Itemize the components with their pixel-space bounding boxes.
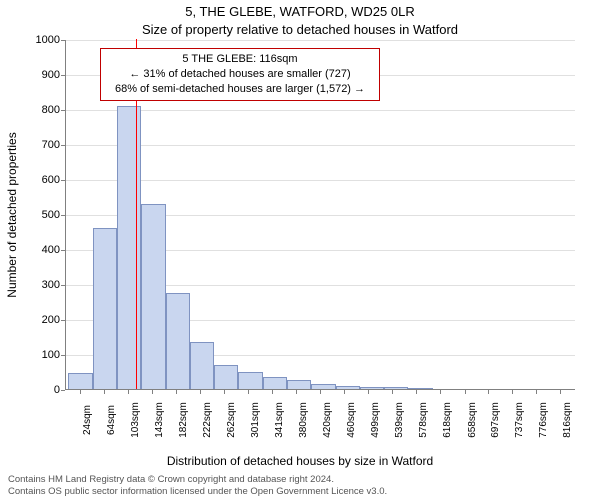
x-tick-label: 341sqm — [272, 402, 285, 438]
footer-text: Contains HM Land Registry data © Crown c… — [8, 474, 592, 498]
y-tick-mark — [61, 355, 65, 356]
gridline — [66, 180, 575, 181]
histogram-bar — [190, 342, 214, 389]
annotation-line3: 68% of semi-detached houses are larger (… — [107, 82, 373, 97]
histogram-bar — [263, 377, 287, 389]
histogram-bar — [166, 293, 190, 389]
histogram-bar — [336, 386, 360, 390]
y-tick-mark — [61, 320, 65, 321]
x-tick-label: 578sqm — [416, 402, 429, 438]
histogram-bar — [360, 387, 384, 389]
y-tick-label: 900 — [20, 69, 60, 81]
y-tick-label: 600 — [20, 174, 60, 186]
histogram-bar — [238, 372, 262, 390]
x-tick-label: 460sqm — [344, 402, 357, 438]
y-tick-mark — [61, 110, 65, 111]
x-tick-mark — [104, 390, 105, 394]
x-tick-mark — [320, 390, 321, 394]
y-tick-mark — [61, 180, 65, 181]
histogram-bar — [68, 373, 92, 389]
y-tick-mark — [61, 390, 65, 391]
y-tick-mark — [61, 75, 65, 76]
histogram-bar — [384, 387, 408, 389]
x-tick-label: 301sqm — [248, 402, 261, 438]
x-tick-label: 262sqm — [224, 402, 237, 438]
x-tick-mark — [200, 390, 201, 394]
x-tick-mark — [248, 390, 249, 394]
y-tick-mark — [61, 145, 65, 146]
title-line1: 5, THE GLEBE, WATFORD, WD25 0LR — [0, 4, 600, 19]
x-tick-label: 539sqm — [392, 402, 405, 438]
x-tick-mark — [440, 390, 441, 394]
histogram-bar — [287, 380, 311, 389]
x-tick-mark — [176, 390, 177, 394]
x-axis-label: Distribution of detached houses by size … — [0, 454, 600, 468]
x-tick-label: 103sqm — [128, 402, 141, 438]
x-tick-mark — [536, 390, 537, 394]
x-tick-label: 182sqm — [176, 402, 189, 438]
x-tick-mark — [272, 390, 273, 394]
x-tick-mark — [224, 390, 225, 394]
title-line2: Size of property relative to detached ho… — [0, 22, 600, 37]
y-tick-label: 0 — [20, 384, 60, 396]
y-tick-label: 400 — [20, 244, 60, 256]
x-tick-label: 618sqm — [440, 402, 453, 438]
x-tick-mark — [560, 390, 561, 394]
x-tick-mark — [152, 390, 153, 394]
x-tick-label: 380sqm — [296, 402, 309, 438]
x-tick-label: 658sqm — [465, 402, 478, 438]
x-tick-mark — [392, 390, 393, 394]
y-tick-label: 500 — [20, 209, 60, 221]
x-tick-label: 697sqm — [488, 402, 501, 438]
x-tick-label: 64sqm — [104, 405, 117, 435]
histogram-bar — [214, 365, 238, 390]
x-tick-mark — [368, 390, 369, 394]
x-tick-mark — [296, 390, 297, 394]
footer-line2: Contains OS public sector information li… — [8, 486, 592, 498]
y-tick-mark — [61, 215, 65, 216]
x-tick-mark — [416, 390, 417, 394]
y-axis-label: Number of detached properties — [5, 132, 19, 297]
histogram-bar — [93, 228, 117, 389]
gridline — [66, 110, 575, 111]
histogram-bar — [117, 106, 141, 390]
y-tick-mark — [61, 40, 65, 41]
x-tick-label: 420sqm — [320, 402, 333, 438]
histogram-bar — [408, 388, 432, 389]
y-tick-label: 800 — [20, 104, 60, 116]
annotation-box: 5 THE GLEBE: 116sqm ← 31% of detached ho… — [100, 48, 380, 101]
histogram-bar — [141, 204, 165, 390]
y-tick-label: 700 — [20, 139, 60, 151]
histogram-bar — [311, 384, 335, 389]
annotation-line1: 5 THE GLEBE: 116sqm — [107, 52, 373, 67]
x-tick-mark — [488, 390, 489, 394]
y-tick-mark — [61, 285, 65, 286]
footer-line1: Contains HM Land Registry data © Crown c… — [8, 474, 592, 486]
x-tick-mark — [465, 390, 466, 394]
gridline — [66, 40, 575, 41]
x-tick-label: 222sqm — [200, 402, 213, 438]
gridline — [66, 145, 575, 146]
x-tick-label: 499sqm — [368, 402, 381, 438]
x-tick-mark — [344, 390, 345, 394]
x-tick-label: 776sqm — [536, 402, 549, 438]
x-tick-mark — [80, 390, 81, 394]
y-tick-label: 200 — [20, 314, 60, 326]
y-tick-label: 300 — [20, 279, 60, 291]
x-tick-mark — [512, 390, 513, 394]
annotation-line2: ← 31% of detached houses are smaller (72… — [107, 67, 373, 82]
y-tick-mark — [61, 250, 65, 251]
x-tick-label: 24sqm — [80, 405, 93, 435]
x-tick-label: 143sqm — [152, 402, 165, 438]
x-tick-label: 816sqm — [560, 402, 573, 438]
y-tick-label: 100 — [20, 349, 60, 361]
y-tick-label: 1000 — [20, 34, 60, 46]
x-tick-mark — [128, 390, 129, 394]
x-tick-label: 737sqm — [512, 402, 525, 438]
